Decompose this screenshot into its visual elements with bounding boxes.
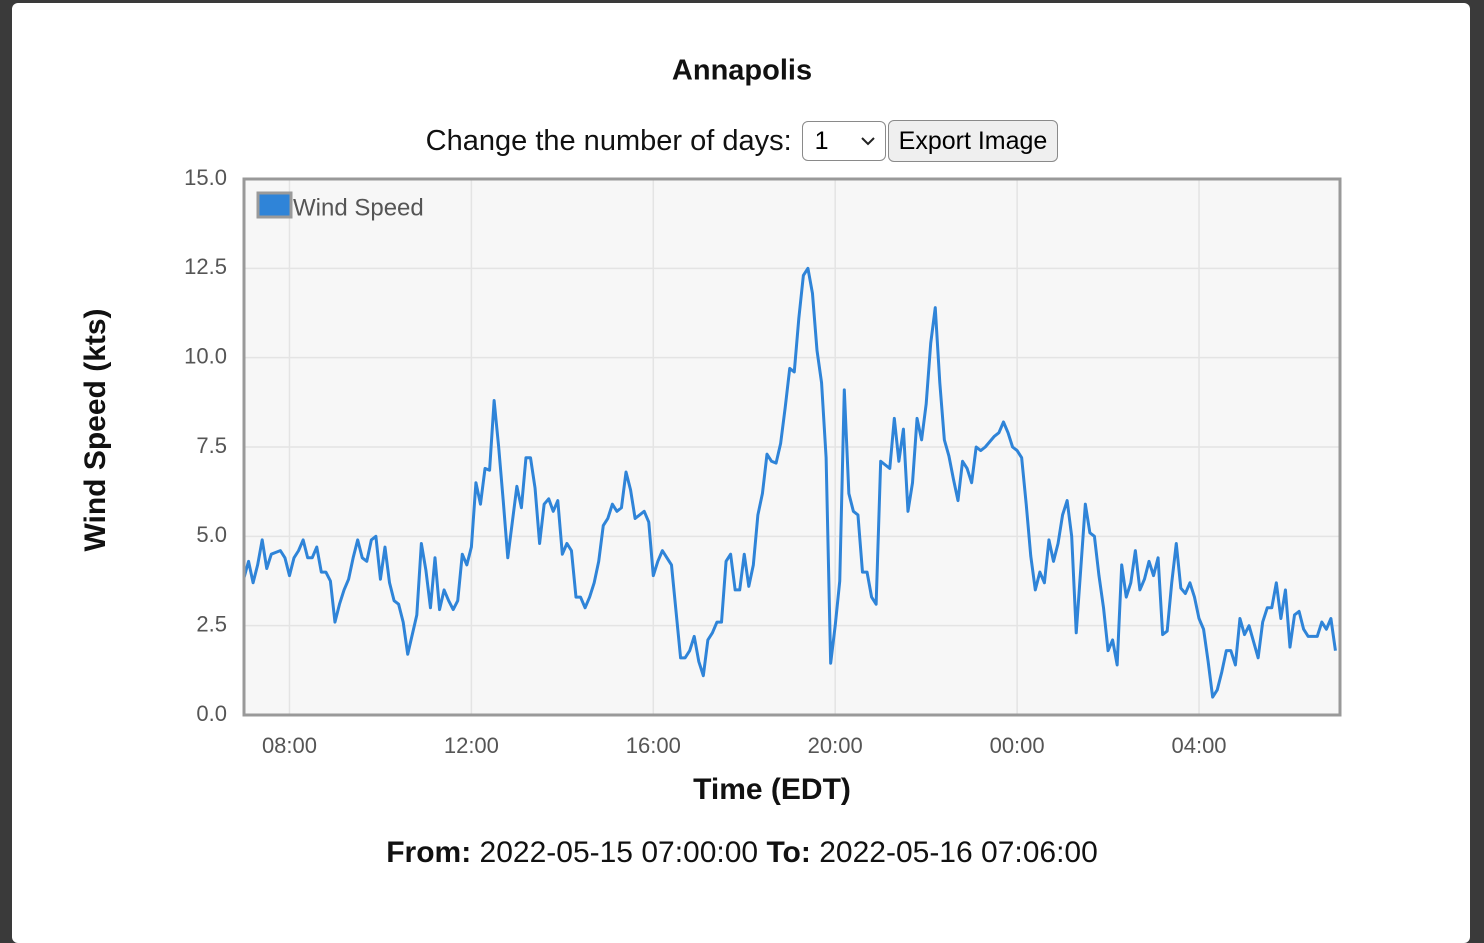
x-tick-label: 04:00 <box>1171 733 1226 758</box>
page: Change the number of days: 1 Export Imag… <box>0 3 1484 943</box>
y-axis-title: Wind Speed (kts) <box>79 308 112 551</box>
days-label: Change the number of days: <box>425 124 792 157</box>
y-tick-label: 10.0 <box>184 343 227 368</box>
select-value: 1 <box>814 126 829 155</box>
days-select[interactable]: 1 <box>801 121 886 161</box>
x-axis-title: Time (EDT) <box>693 773 851 806</box>
y-tick-label: 12.5 <box>184 254 227 279</box>
from-label: From: <box>386 836 472 869</box>
controls: Change the number of days: 1 Export Imag… <box>0 120 1484 162</box>
y-tick-label: 15.0 <box>184 165 227 190</box>
from-date: 2022-05-15 07:00:00 <box>479 836 759 869</box>
chart-title: Annapolis <box>672 55 812 87</box>
chevron <box>860 137 875 146</box>
y-tick-label: 7.5 <box>196 433 227 458</box>
y-tick-label: 5.0 <box>196 522 227 547</box>
y-tick-label: 2.5 <box>196 611 227 636</box>
x-tick-label: 20:00 <box>808 733 863 758</box>
footer: From: 2022-05-15 07:00:00 To: 2022-05-16… <box>0 836 1484 870</box>
plot-border <box>242 177 1342 717</box>
x-tick-label: 00:00 <box>990 733 1045 758</box>
x-tick-label: 08:00 <box>262 733 317 758</box>
to-date: 2022-05-16 07:06:00 <box>819 836 1098 869</box>
export-button[interactable]: Export Image <box>887 120 1059 162</box>
x-tick-label: 12:00 <box>444 733 499 758</box>
chart: Annapolis Time (EDT) Wind Speed (kts) 0.… <box>79 55 1342 806</box>
y-tick-label: 0.0 <box>196 701 227 726</box>
legend-swatch <box>256 191 293 219</box>
legend-label: Wind Speed <box>293 194 424 221</box>
to-label: To: <box>766 836 811 869</box>
data-line <box>242 266 1337 699</box>
x-tick-label: 16:00 <box>626 733 681 758</box>
